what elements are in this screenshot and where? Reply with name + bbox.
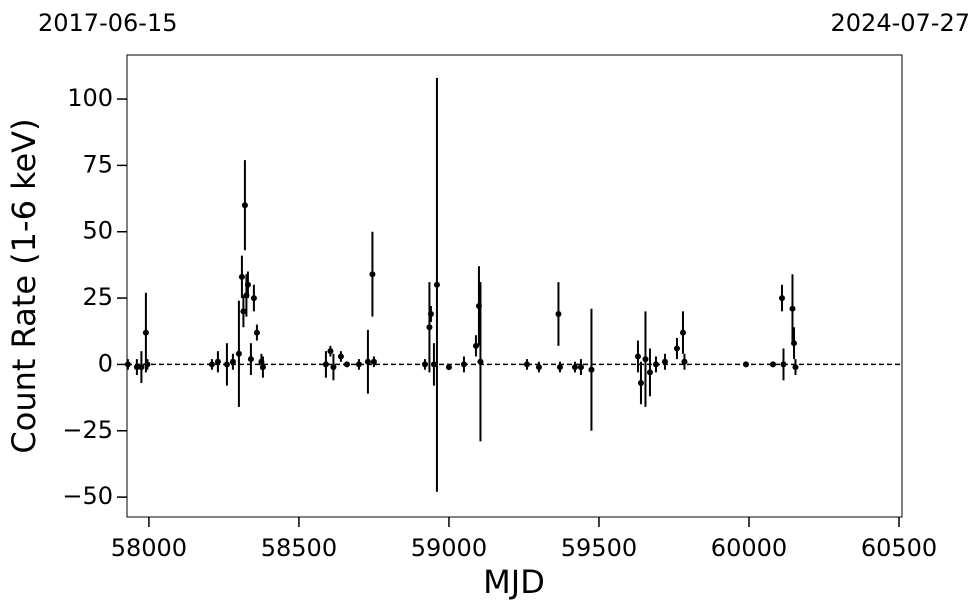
data-point [661,358,668,365]
x-tick-label: 59000 [411,534,487,562]
data-point [652,361,659,368]
data-point [240,308,247,315]
data-point [460,361,467,368]
y-tick-label: −25 [62,416,113,444]
data-point [369,271,376,278]
data-point [778,295,785,302]
y-tick-label: 25 [82,283,113,311]
data-point [789,305,796,312]
data-point [742,361,749,368]
data-point [144,361,151,368]
data-point [790,340,797,347]
y-tick-label: 100 [67,84,113,112]
data-point [426,324,433,331]
data-point [477,358,484,365]
data-point [681,358,688,365]
data-point [337,353,344,360]
data-point [247,356,254,363]
data-point [133,364,140,371]
data-point [577,364,584,371]
data-point [637,379,644,386]
data-point [138,364,145,371]
x-axis-label: MJD [483,563,545,601]
plot-frame [126,54,903,518]
data-point [250,295,257,302]
data-point [142,329,149,336]
data-point [241,202,248,209]
data-point [327,348,334,355]
data-point [364,358,371,365]
data-point [535,364,542,371]
data-point [642,356,649,363]
data-point [343,361,350,368]
y-tick-label: −50 [62,482,113,510]
data-point [427,310,434,317]
data-point [646,369,653,376]
data-point [229,358,236,365]
data-point [556,364,563,371]
data-point [588,366,595,373]
data-point [679,329,686,336]
data-point [634,353,641,360]
start-date: 2017-06-15 [38,9,177,37]
data-point [259,364,266,371]
x-tick-label: 60500 [861,534,937,562]
data-point [223,361,230,368]
x-tick-label: 58500 [261,534,337,562]
data-point [430,361,437,368]
end-date: 2024-07-27 [831,9,970,37]
x-tick-label: 59500 [561,534,637,562]
data-point [769,361,776,368]
data-point [445,364,452,371]
data-point [370,358,377,365]
x-tick-label: 60000 [711,534,787,562]
y-tick-label: 50 [82,217,113,245]
data-point [238,273,245,280]
x-tick-label: 58000 [111,534,187,562]
data-point [214,358,221,365]
data-point [792,364,799,371]
data-point [322,361,329,368]
y-tick-label: 0 [98,349,113,377]
data-point [124,361,131,368]
data-point [330,364,337,371]
data-point [472,342,479,349]
y-axis-label: Count Rate (1-6 keV) [5,118,43,453]
data-point [571,364,578,371]
y-tick-label: 75 [82,150,113,178]
data-point [523,361,530,368]
data-point [555,310,562,317]
data-point [355,361,362,368]
data-point [244,281,251,288]
data-point [421,361,428,368]
data-point [235,350,242,357]
data-point [673,345,680,352]
data-point [780,361,787,368]
data-point [208,361,215,368]
data-point [253,329,260,336]
data-point [433,281,440,288]
